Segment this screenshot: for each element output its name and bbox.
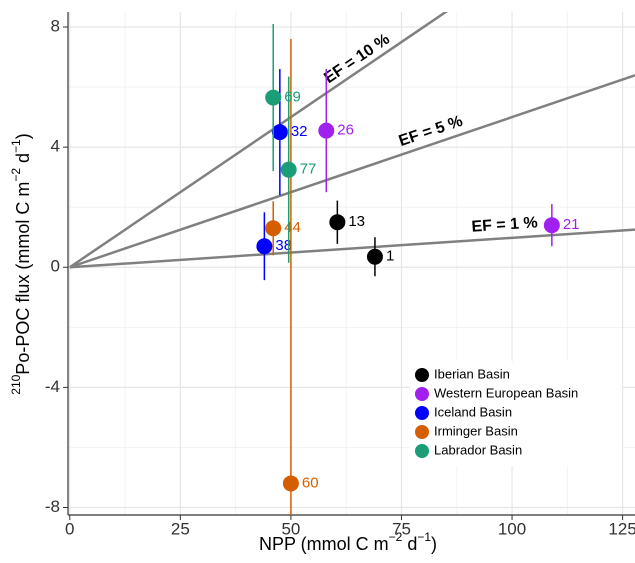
point [543,217,560,234]
point-label: 69 [284,89,301,106]
title-part: −2 [389,530,403,544]
legend-label: Iceland Basin [434,404,512,419]
point-label: 1 [386,248,394,265]
point-label: 44 [284,219,301,236]
x-tick-label: 75 [392,519,411,538]
x-tick-label: 0 [65,519,74,538]
point [280,161,297,178]
title-part: Po-POC flux (mmol C m [13,182,33,375]
y-tick-label: -4 [45,377,60,396]
title-part: ) [431,534,437,554]
reference-label: EF = 10 % [321,31,393,87]
point [265,89,282,106]
point [329,214,346,231]
title-part: −1 [9,139,23,153]
x-tick-label: 50 [281,519,300,538]
point-label: 13 [348,213,365,230]
x-axis-title: NPP (mmol C m−2 d−1) [259,530,437,554]
point-label: 21 [563,216,580,233]
point [366,248,383,265]
point [256,238,273,255]
reference-line [69,12,448,269]
x-tick-label: 125 [608,519,635,538]
legend-swatch [415,368,429,382]
legend-box [410,361,622,466]
point-label: 60 [302,474,319,491]
legend-swatch [415,444,429,458]
point [271,124,288,141]
reference-line [69,74,635,269]
y-axis-title: 210Po-POC flux (mmol C m−2 d−1) [9,133,33,394]
legend-label: Western European Basin [434,385,578,400]
title-part: −1 [417,530,431,544]
title-part: −2 [9,168,23,182]
title-part: d [13,153,33,168]
point-label: 32 [291,123,308,140]
legend-swatch [415,406,429,420]
y-tick-label: 0 [51,257,60,276]
x-tick-label: 100 [498,519,526,538]
legend-label: Iberian Basin [434,366,510,381]
title-part: d [402,534,417,554]
point-label: 26 [337,122,354,139]
title-part: 210 [9,374,23,394]
title-part: ) [13,133,33,139]
reference-label: EF = 1 % [471,214,538,235]
point [265,220,282,237]
legend-label: Labrador Basin [434,442,522,457]
y-tick-label: 4 [51,137,60,156]
reference-line [69,228,635,269]
legend-swatch [415,387,429,401]
title-part: NPP (mmol C m [259,534,389,554]
y-tick-label: -8 [45,497,60,516]
point [318,122,335,139]
point-label: 38 [275,237,292,254]
legend-label: Irminger Basin [434,423,518,438]
legend-swatch [415,425,429,439]
point-label: 77 [300,161,317,178]
y-tick-label: 8 [51,16,60,35]
x-tick-label: 25 [171,519,190,538]
point [282,475,299,492]
